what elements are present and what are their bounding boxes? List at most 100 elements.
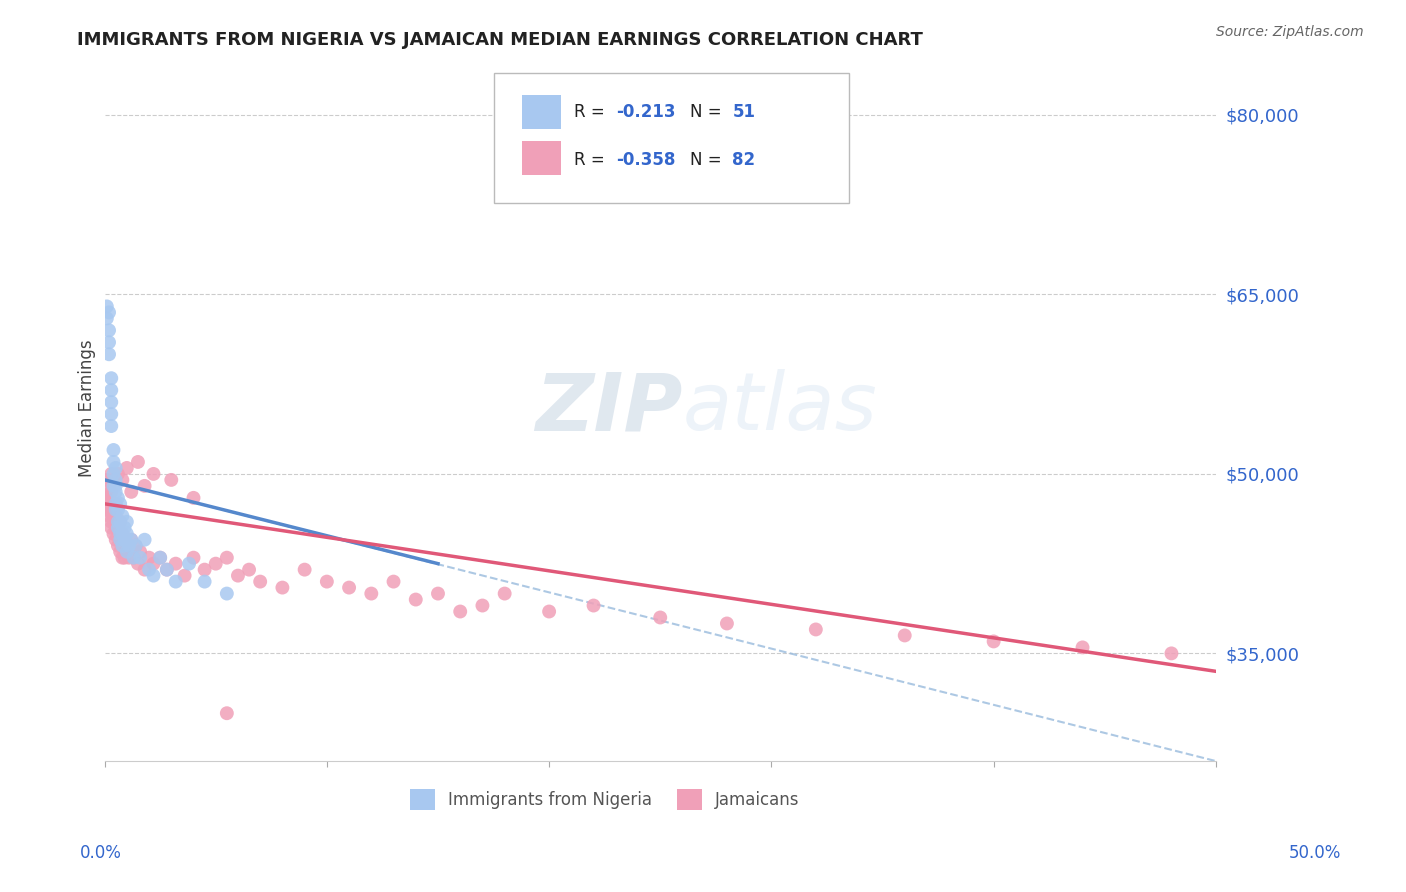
Point: [107, 467, 129, 481]
Point: [111, 539, 134, 553]
Point: [582, 599, 605, 613]
Point: [100, 515, 122, 529]
Point: [120, 484, 142, 499]
Point: [111, 526, 134, 541]
Point: [108, 515, 131, 529]
Point: [98, 508, 121, 523]
Point: [103, 467, 125, 481]
Point: [194, 574, 217, 589]
Point: [271, 581, 294, 595]
Point: [100, 383, 122, 397]
Point: [183, 491, 205, 505]
Point: [108, 515, 131, 529]
Point: [103, 515, 125, 529]
Point: [98, 347, 121, 361]
Text: R =: R =: [574, 103, 610, 120]
Point: [104, 521, 127, 535]
Point: [142, 557, 165, 571]
Text: ZIP: ZIP: [536, 369, 682, 447]
Point: [120, 533, 142, 547]
Point: [108, 533, 131, 547]
Point: [142, 568, 165, 582]
Point: [716, 616, 738, 631]
Point: [104, 533, 127, 547]
Point: [111, 508, 134, 523]
Point: [98, 305, 121, 319]
Point: [107, 521, 129, 535]
Point: [122, 550, 145, 565]
Point: [115, 539, 138, 553]
Point: [103, 479, 125, 493]
Point: [100, 467, 122, 481]
Point: [650, 610, 672, 624]
Point: [104, 479, 127, 493]
Point: [173, 568, 195, 582]
Text: atlas: atlas: [682, 369, 877, 447]
Point: [125, 539, 148, 553]
Point: [294, 563, 316, 577]
Point: [1071, 640, 1094, 655]
Point: [108, 544, 131, 558]
Bar: [523, 95, 561, 128]
Point: [115, 544, 138, 558]
Point: [215, 550, 238, 565]
Point: [114, 533, 136, 547]
Point: [538, 605, 561, 619]
Point: [129, 550, 152, 565]
Point: [96, 300, 118, 314]
Point: [100, 484, 122, 499]
Point: [360, 586, 382, 600]
Point: [96, 491, 118, 505]
Text: 0.0%: 0.0%: [80, 844, 122, 862]
Point: [107, 503, 129, 517]
Text: 51: 51: [733, 103, 755, 120]
Point: [249, 574, 271, 589]
Point: [118, 539, 141, 553]
Point: [98, 335, 121, 350]
Point: [98, 497, 121, 511]
Point: [127, 557, 149, 571]
Point: [1160, 647, 1182, 661]
Point: [104, 461, 127, 475]
Point: [108, 497, 131, 511]
Point: [104, 473, 127, 487]
Point: [215, 586, 238, 600]
Point: [96, 473, 118, 487]
Point: [156, 563, 179, 577]
Point: [98, 479, 121, 493]
Point: [382, 574, 405, 589]
Point: [115, 544, 138, 558]
Point: [125, 539, 148, 553]
FancyBboxPatch shape: [494, 73, 849, 203]
Point: [226, 568, 249, 582]
Point: [893, 628, 915, 642]
Point: [427, 586, 450, 600]
Point: [134, 563, 156, 577]
Text: -0.213: -0.213: [616, 103, 675, 120]
Point: [96, 311, 118, 326]
Point: [138, 563, 160, 577]
Text: 50.0%: 50.0%: [1288, 844, 1341, 862]
Point: [983, 634, 1005, 648]
Point: [238, 563, 260, 577]
Point: [337, 581, 360, 595]
Point: [103, 508, 125, 523]
Point: [142, 467, 165, 481]
Point: [100, 395, 122, 409]
Point: [107, 521, 129, 535]
Point: [111, 473, 134, 487]
Point: [114, 550, 136, 565]
Point: [98, 491, 121, 505]
Point: [165, 574, 187, 589]
Point: [156, 563, 179, 577]
Point: [122, 550, 145, 565]
Text: Source: ZipAtlas.com: Source: ZipAtlas.com: [1216, 25, 1364, 39]
Point: [104, 503, 127, 517]
Point: [149, 550, 172, 565]
Point: [100, 521, 122, 535]
Point: [315, 574, 337, 589]
Point: [120, 533, 142, 547]
Point: [149, 550, 172, 565]
Point: [100, 371, 122, 385]
Point: [111, 550, 134, 565]
